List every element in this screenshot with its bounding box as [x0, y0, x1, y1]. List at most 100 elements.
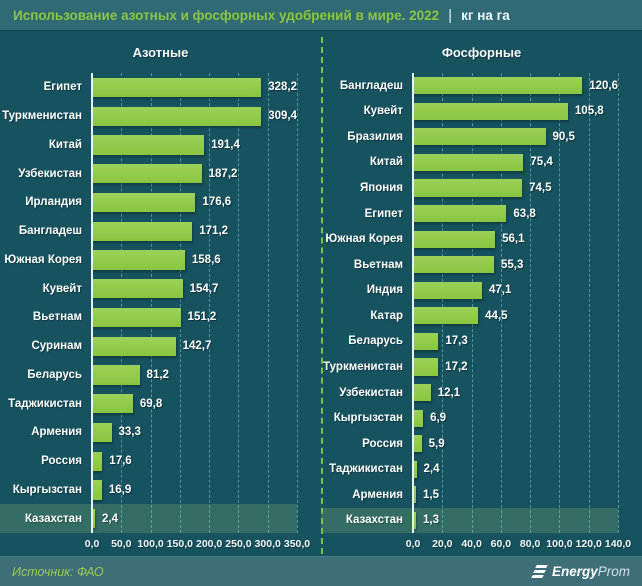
plot-cell: 17,2	[413, 354, 618, 380]
value-label: 12,1	[437, 386, 461, 399]
bar	[413, 511, 416, 529]
logo-text-light: Prom	[597, 563, 630, 579]
category-label: Китай	[369, 156, 403, 169]
bar	[92, 336, 176, 356]
bar-row: Вьетнам 151,2	[0, 303, 321, 332]
category-label: Армения	[31, 426, 82, 439]
plot-cell: 120,6	[413, 73, 618, 99]
nitrogen-panel-title: Азотные	[132, 44, 189, 60]
bar-row: Узбекистан 187,2	[0, 159, 321, 188]
axis-tick: 300,0	[254, 538, 281, 550]
plot-cell: 158,6	[92, 246, 297, 275]
bar	[92, 221, 193, 241]
value-label: 1,3	[423, 514, 439, 527]
plot-cell: 309,4	[92, 102, 297, 131]
bar	[92, 106, 262, 126]
bar	[92, 394, 133, 414]
energyprom-stripes-icon	[531, 565, 548, 578]
value-label: 17,2	[445, 360, 468, 373]
bar	[92, 250, 185, 270]
bar	[413, 230, 496, 248]
plot-cell: 1,5	[413, 482, 618, 508]
bar	[413, 460, 417, 478]
axis-tick: 250,0	[225, 538, 252, 550]
plot-cell: 44,5	[413, 303, 618, 329]
bar-row: Ирландия 176,6	[0, 188, 321, 217]
plot-cell: 55,3	[413, 252, 618, 278]
bar	[413, 435, 422, 453]
bar-row: Армения 33,3	[0, 418, 321, 447]
plot-cell: 69,8	[92, 389, 297, 418]
bar-row: Таджикистан 2,4	[321, 456, 642, 482]
bar	[413, 256, 494, 274]
value-label: 74,5	[529, 182, 552, 195]
category-label: Беларусь	[27, 368, 82, 381]
bar-row: Кувейт 154,7	[0, 274, 321, 303]
axis-tick: 80,0	[519, 538, 541, 550]
value-label: 142,7	[182, 340, 212, 353]
bar	[413, 409, 424, 427]
axis-tick: 0,0	[84, 538, 100, 550]
value-label: 90,5	[552, 130, 575, 143]
bar	[413, 281, 482, 299]
plot-cell: 56,1	[413, 226, 618, 252]
bar-row: Кыргызстан 6,9	[321, 405, 642, 431]
panel-rows: Египет 328,2 Туркменистан 309,4 Китай 191,4 Уз…	[0, 73, 321, 533]
axis-tick: 150,0	[166, 538, 193, 550]
category-label: Суринам	[31, 340, 83, 353]
bar-row: Бангладеш 171,2	[0, 217, 321, 246]
bar	[92, 422, 112, 442]
value-label: 1,5	[423, 488, 439, 501]
value-label: 69,8	[139, 397, 163, 410]
bar	[92, 77, 262, 97]
plot-cell: 16,9	[92, 476, 297, 505]
value-label: 2,4	[423, 463, 440, 476]
energyprom-logo: EnergyProm	[531, 563, 630, 581]
category-label: Беларусь	[348, 335, 403, 348]
category-label: Кыргызстан	[12, 483, 82, 496]
category-label: Узбекистан	[18, 167, 82, 180]
category-label: Южная Корея	[4, 253, 82, 266]
value-label: 56,1	[502, 233, 525, 246]
bar-row: Индия 47,1	[321, 278, 642, 304]
category-label: Кыргызстан	[333, 412, 403, 425]
bar	[413, 102, 568, 120]
bar-row: Казахстан 1,3	[321, 507, 642, 534]
value-label: 5,9	[428, 437, 445, 450]
category-label: Вьетнам	[353, 258, 403, 271]
axis-tick: 40,0	[461, 538, 482, 550]
axis-tick: 100,0	[546, 538, 573, 550]
category-label: Россия	[362, 437, 403, 450]
bar	[92, 365, 140, 385]
value-label: 171,2	[199, 225, 229, 238]
category-label: Узбекистан	[339, 386, 403, 399]
plot-cell: 33,3	[92, 418, 297, 447]
category-label: Таджикистан	[329, 463, 403, 476]
plot-cell: 142,7	[92, 332, 297, 361]
value-label: 158,6	[191, 253, 221, 266]
footer-bar: Источник: ФАО EnergyProm	[0, 556, 642, 586]
bar-row: Туркменистан 309,4	[0, 102, 321, 131]
axis-row: 0,0 20,0 40,0 60,0 80,0 100,0 120,0 140,0	[321, 533, 642, 556]
plot-cell: 176,6	[92, 188, 297, 217]
phosphorus-panel: Бангладеш 120,6 Кувейт 105,8 Бразилия 90,5 Кит…	[321, 73, 642, 556]
category-label: Индия	[366, 284, 403, 297]
axis-tick: 140,0	[604, 538, 632, 550]
plot-cell: 151,2	[92, 303, 297, 332]
bar-row: Россия 17,6	[0, 447, 321, 476]
plot-cell: 1,3	[413, 508, 618, 534]
value-label: 75,4	[530, 156, 553, 169]
title-separator: |	[448, 6, 453, 24]
category-label: Армения	[352, 488, 403, 501]
plot-cell: 154,7	[92, 274, 297, 303]
panel-rows: Бангладеш 120,6 Кувейт 105,8 Бразилия 90,5 Кит…	[321, 73, 642, 534]
value-label: 44,5	[485, 309, 508, 322]
plot-cell: 6,9	[413, 405, 618, 431]
source-note: Источник: ФАО	[12, 564, 104, 579]
value-label: 47,1	[488, 284, 512, 297]
plot-cell: 81,2	[92, 361, 297, 390]
bar-row: Египет 328,2	[0, 73, 321, 102]
value-label: 63,8	[513, 207, 536, 220]
bar	[413, 383, 431, 402]
